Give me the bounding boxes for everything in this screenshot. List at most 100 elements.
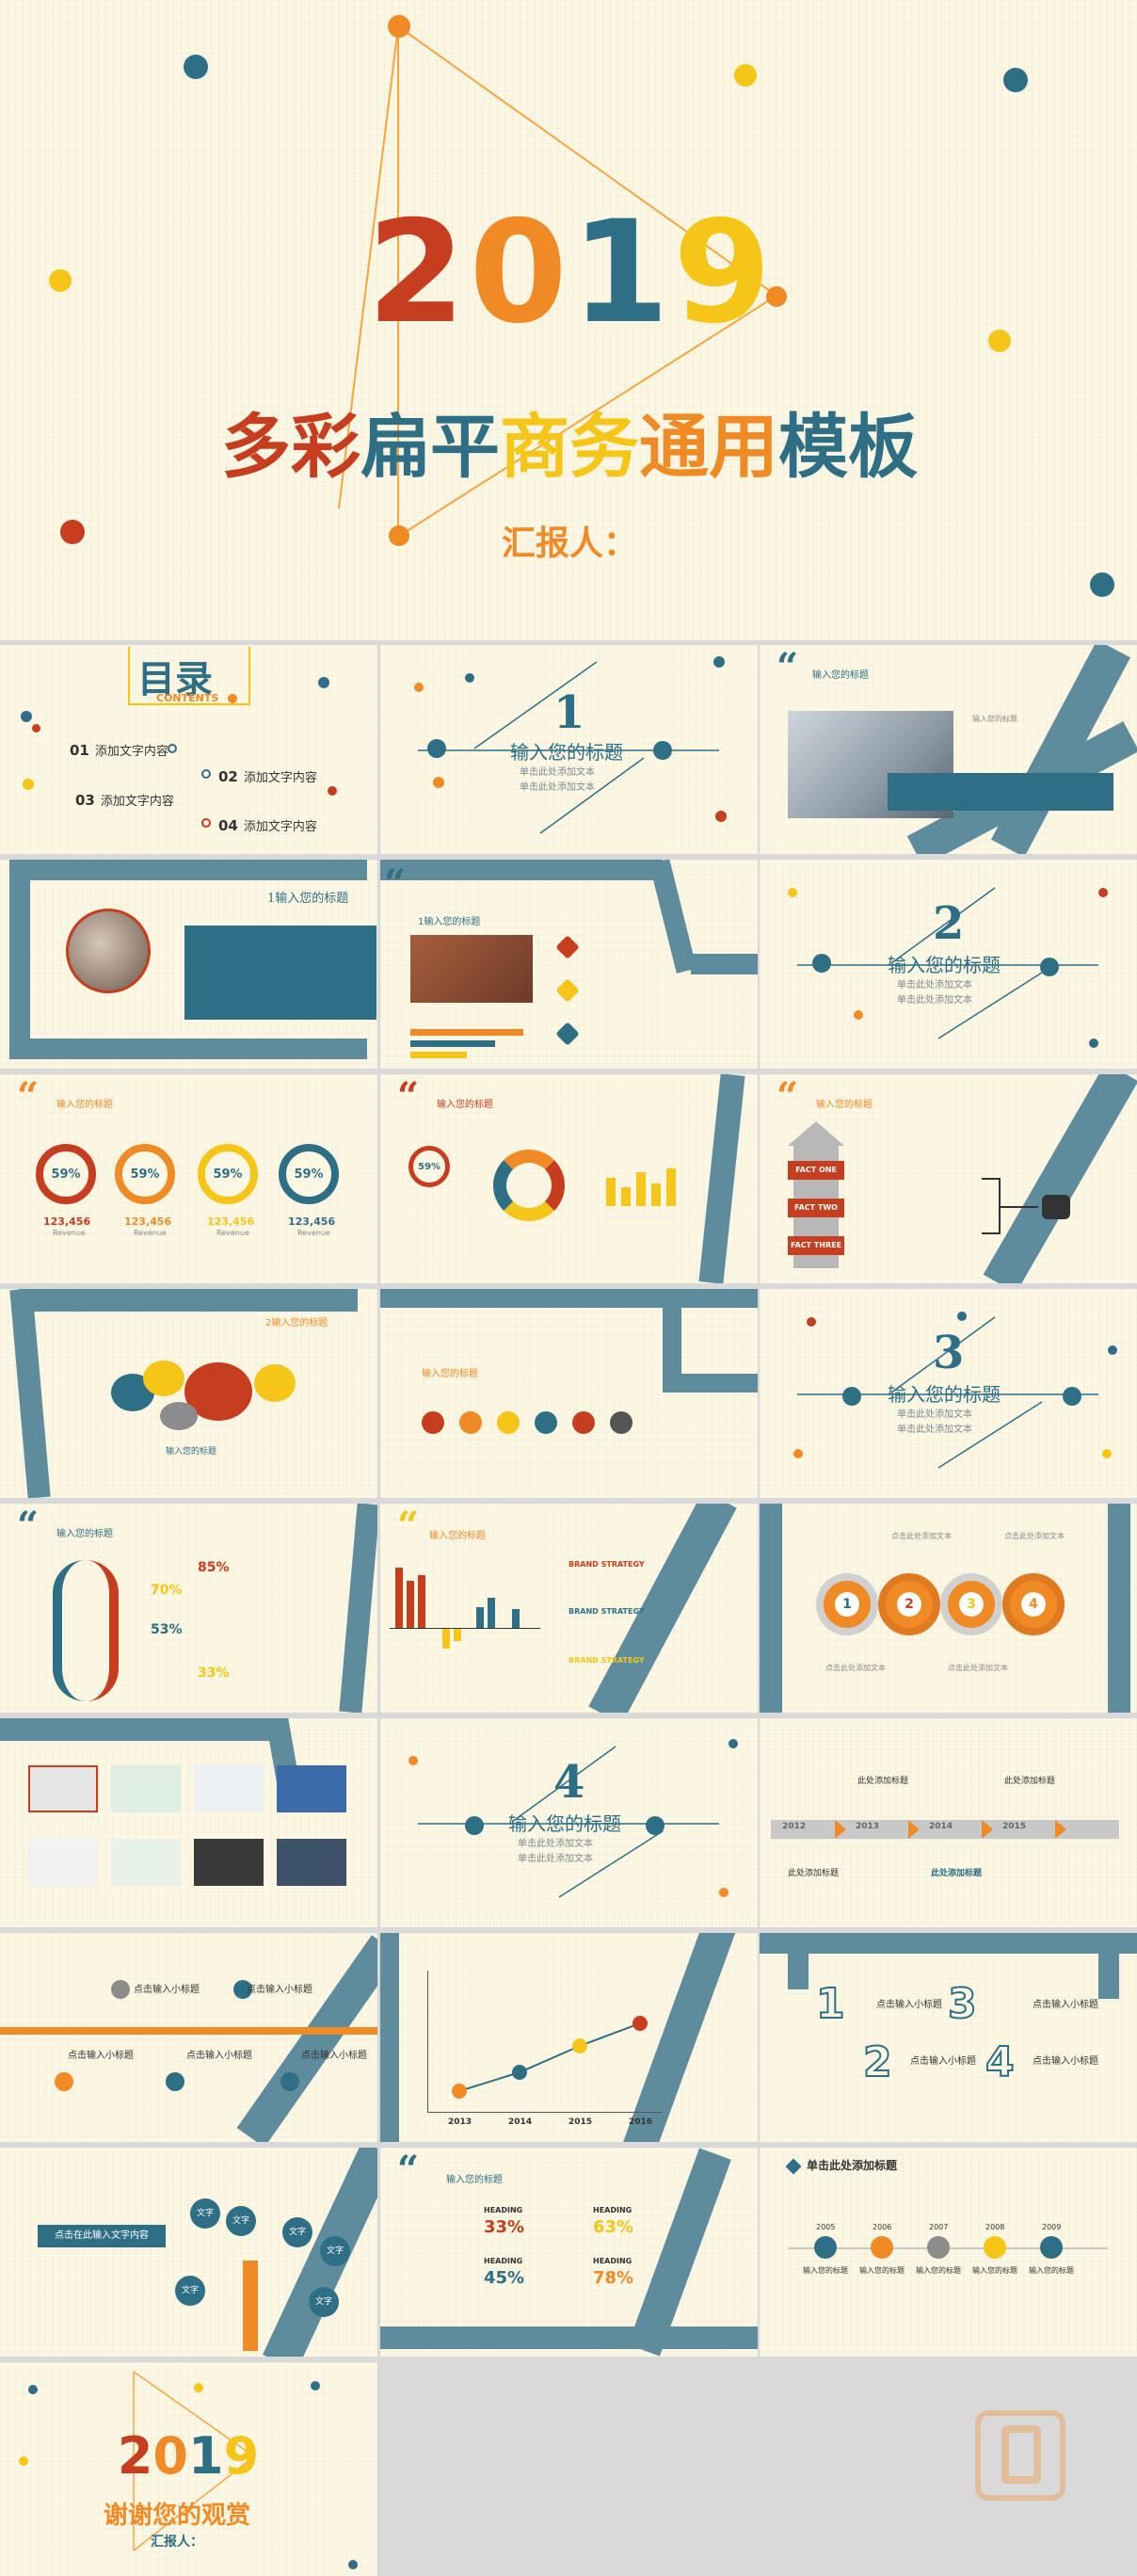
deco-dot (957, 1312, 967, 1321)
quote-icon: “ (777, 1074, 799, 1119)
content-slide-b[interactable]: “ 1输入您的标题 (380, 860, 758, 1069)
timeline-year: 2015 (1002, 1822, 1027, 1831)
deco-dot (807, 1317, 816, 1327)
line-point (512, 2065, 527, 2080)
x-marker (653, 741, 672, 760)
deco-dot (311, 2381, 320, 2391)
heading-pct: 45% (484, 2268, 525, 2288)
deco-dot (1089, 1038, 1098, 1048)
process-node (984, 2236, 1006, 2259)
bars-slide[interactable]: “ 输入您的标题 BRAND STRATEGY BRAND STRATEGY B… (380, 1504, 758, 1713)
x-marker (1040, 958, 1059, 976)
screenshots-slide[interactable] (0, 1718, 377, 1927)
stat: 123,456 (207, 1216, 255, 1228)
timeline-slide[interactable]: 2012 2013 2014 2015 此处添加标题 此处添加标题 此处添加标题… (760, 1718, 1137, 1927)
deco-dot (1102, 1449, 1112, 1458)
section-text: 单击此处添加文本 (518, 1839, 593, 1849)
line-point (452, 2084, 467, 2099)
bar (410, 1052, 467, 1058)
deco-dot (1108, 1345, 1117, 1355)
arrow-up (788, 1121, 844, 1146)
icon-diamond (555, 1022, 580, 1046)
ribbon (0, 1718, 282, 1741)
tree-trunk (243, 2261, 258, 2351)
step-circle (535, 1411, 557, 1434)
thumb (194, 1839, 264, 1886)
road-label: 点击输入小标题 (247, 1985, 312, 1995)
toc-dot (32, 724, 40, 733)
watermark-letter (1001, 2425, 1041, 2484)
toc-box (128, 647, 250, 705)
dna-pct: 33% (198, 1666, 230, 1681)
tree-leaf: 文字 (226, 2206, 256, 2236)
cover-slide[interactable]: 2019 多彩扁平商务通用模板 汇报人： (0, 0, 1137, 640)
content-slide-a[interactable]: 1输入您的标题 (0, 860, 377, 1069)
bar (410, 1029, 523, 1036)
step-circle (572, 1411, 595, 1434)
section-text: 单击此处添加文本 (897, 1425, 972, 1435)
heading-label: HEADING (484, 2257, 523, 2265)
percent-ring: 59% (36, 1144, 96, 1204)
process-year: 2006 (873, 2223, 892, 2231)
process-slide[interactable]: 单击此处添加标题 2005 2006 2007 2008 2009 输入您的标题… (760, 2148, 1137, 2357)
toc-marker (201, 769, 211, 779)
toc-sub: CONTENTS (156, 692, 219, 704)
stairs-slide[interactable]: 1 2 3 4 点击输入小标题 点击输入小标题 点击输入小标题 点击输入小标题 (760, 1933, 1137, 2142)
road-slide[interactable]: 点击输入小标题 点击输入小标题 点击输入小标题 点击输入小标题 点击输入小标题 (0, 1933, 377, 2142)
mini-bar (621, 1187, 631, 1206)
fact-slide[interactable]: “ 输入您的标题 FACT ONE FACT TWO FACT THREE (760, 1074, 1137, 1283)
toc-marker (168, 744, 177, 753)
hand-icon (1042, 1195, 1070, 1219)
section-slide-4[interactable]: 4 输入您的标题 单击此处添加文本 单击此处添加文本 (380, 1718, 758, 1927)
stat-label: Revenue (53, 1229, 86, 1237)
section-slide-1[interactable]: 1 输入您的标题 单击此处添加文本 单击此处添加文本 (380, 645, 758, 854)
section-slide-3[interactable]: 3 输入您的标题 单击此处添加文本 单击此处添加文本 (760, 1289, 1137, 1498)
thumb (277, 1839, 346, 1886)
section-text: 单击此处添加文本 (520, 782, 595, 793)
process-label: 输入您的标题 (972, 2266, 1017, 2275)
heading-label: HEADING (484, 2206, 523, 2214)
toc-item[interactable]: 02 添加文字内容 (218, 768, 317, 785)
section-slide-2[interactable]: 2 输入您的标题 单击此处添加文本 单击此处添加文本 (760, 860, 1137, 1069)
toc-dot (23, 779, 34, 790)
dna-slide[interactable]: “ 输入您的标题 85% 70% 53% 33% (0, 1504, 377, 1713)
thumb (111, 1765, 181, 1812)
deco-dot (348, 2560, 358, 2569)
ribbon (380, 1933, 399, 2142)
chess-photo (66, 909, 151, 993)
section-text: 单击此处添加文本 (897, 1409, 972, 1420)
slide-title: 输入您的标题 (422, 1369, 478, 1379)
heading-pct: 78% (593, 2268, 634, 2288)
quote-icon: “ (397, 1074, 420, 1119)
toc-item[interactable]: 03 添加文字内容 (75, 792, 174, 809)
toc-slide[interactable]: 目录 CONTENTS 01 添加文字内容 02 添加文字内容 03 添加文字内容 0… (0, 645, 377, 854)
brand-label: BRAND STRATEGY (568, 1607, 645, 1616)
circles-slide[interactable]: 输入您的标题 (380, 1289, 758, 1498)
toc-dot (21, 711, 32, 722)
photo-slide[interactable]: “ 输入您的标题 输入您的标题 (760, 645, 1137, 854)
linechart-slide[interactable]: 2013 2014 2015 2016 (380, 1933, 758, 2142)
process-text: 点击此处添加文本 (1004, 1532, 1065, 1540)
fact-tag: FACT THREE (788, 1236, 844, 1255)
slide-title: 1输入您的标题 (418, 917, 481, 927)
donut-slide[interactable]: “ 输入您的标题 59% (380, 1074, 758, 1283)
bar (454, 1628, 461, 1641)
tree-slide[interactable]: 点击在此输入文字内容 文字 文字 文字 文字 文字 文字 (0, 2148, 377, 2357)
toc-item[interactable]: 01 添加文字内容 (70, 742, 168, 759)
percent-slide[interactable]: “ 输入您的标题 59% 59% 59% 59% 123,456 123,456… (0, 1074, 377, 1283)
donut (493, 1150, 565, 1221)
road-label: 点击输入小标题 (186, 2051, 252, 2061)
deco-dot (465, 673, 474, 683)
cover-reporter: 汇报人： (501, 524, 637, 563)
circles-process-slide[interactable]: 1 2 3 4 点击此处添加文本 点击此处添加文本 点击此处添加文本 点击此处添… (760, 1504, 1137, 1713)
ribbon (9, 860, 30, 1057)
timeline-year: 2012 (782, 1822, 807, 1831)
section-text: 单击此处添加文本 (518, 1854, 593, 1864)
thanks-slide[interactable]: 2019 谢谢您的观赏 汇报人： (0, 2362, 377, 2576)
icons-slide[interactable]: 2输入您的标题 输入您的标题 (0, 1289, 377, 1498)
axis (427, 2112, 663, 2113)
chevron (908, 1820, 920, 1839)
toc-item[interactable]: 04 添加文字内容 (218, 817, 317, 834)
heading-slide[interactable]: “ 输入您的标题 HEADING HEADING HEADING HEADING… (380, 2148, 758, 2357)
toc-marker (201, 818, 211, 828)
